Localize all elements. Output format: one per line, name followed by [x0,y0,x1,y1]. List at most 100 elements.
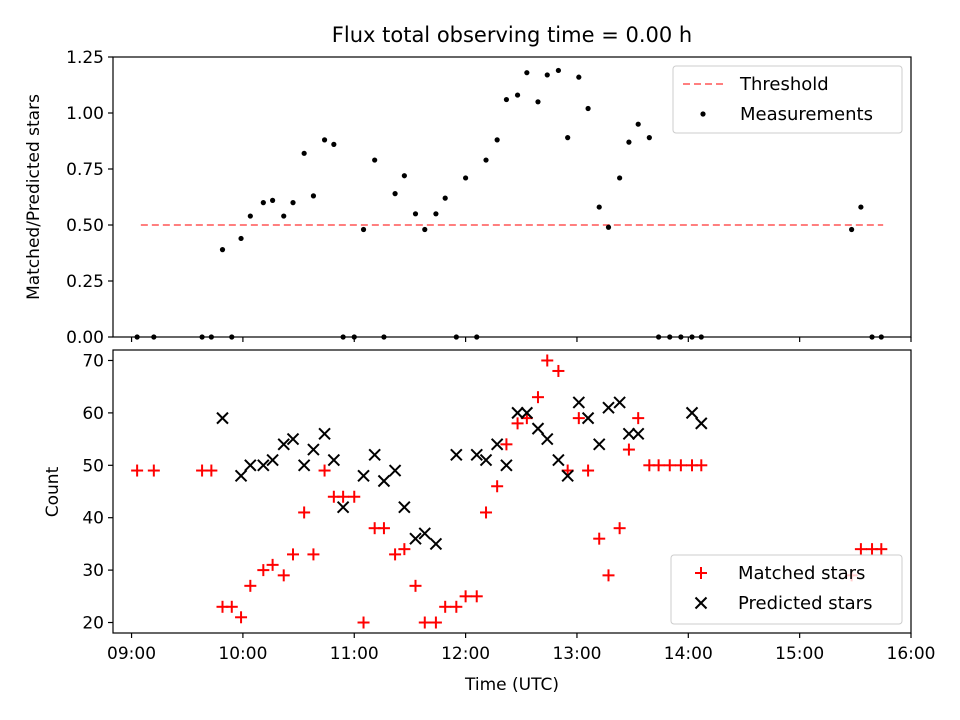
measurement-point [635,121,641,127]
bottom-legend-box [670,554,903,625]
legend-matched-swatch [695,567,707,579]
predicted-star-point [631,427,645,441]
top-legend: Threshold Measurements [672,65,903,134]
matched-star-point [266,558,279,571]
matched-star-point [357,616,370,629]
predicted-star-point [368,448,381,462]
matched-star-point [398,543,411,556]
bottom-plot-frame [112,349,912,634]
predicted-star-point [398,501,411,514]
x-tick-label: 15:00 [775,644,824,664]
predicted-star-point [234,469,248,482]
predicted-star-point [622,427,636,441]
x-tick-label: 10:00 [218,644,267,664]
x-tick-label: 14:00 [664,644,713,664]
predicted-star-point [500,459,513,472]
matched-star-point [572,412,585,425]
measurement-point [392,191,398,197]
matched-star-point [622,443,635,456]
predicted-star-point [520,406,534,420]
matched-star-point [663,459,676,472]
measurement-point [238,235,244,242]
predicted-star-point [541,432,554,446]
measurement-point [858,204,864,210]
measurement-point [412,211,419,217]
measurement-point [331,141,337,147]
measurement-point [247,213,253,219]
legend-threshold-label: Threshold [739,74,829,95]
measurement-point [617,175,623,181]
measurement-point [290,200,296,206]
measurement-point [524,70,530,76]
x-axis-label: Time (UTC) [464,675,559,695]
matched-star-point [500,438,513,451]
bottom-legend: Matched stars Predicted stars [670,554,903,625]
matched-star-point [491,480,504,493]
measurement-point [626,139,632,145]
matched-star-point [298,506,311,519]
legend-measurements-label: Measurements [740,104,873,125]
x-tick-label: 16:00 [887,644,936,664]
matched-star-point [418,616,431,629]
predicted-star-point [552,453,565,467]
measurement-point [544,72,550,78]
measurement-point [433,211,439,217]
measurement-point [321,137,328,143]
bottom-y-tick-label: 40 [82,509,104,529]
measurement-point [310,193,317,199]
legend-predicted-label: Predicted stars [738,593,872,614]
bottom-y-tick-label: 30 [82,561,104,581]
predicted-star-point [266,453,279,467]
matched-star-point [235,611,248,624]
matched-star-point [854,543,867,556]
matched-star-point [348,490,361,503]
predicted-star-point [286,432,300,446]
measurement-point [555,67,561,74]
matched-star-point [531,391,544,404]
bottom-y-axis-label: Count [43,466,63,517]
measurement-point [360,226,367,233]
top-y-tick-label: 0.75 [66,160,104,180]
x-tick-label: 12:00 [441,644,490,664]
predicted-star-point [613,396,626,409]
predicted-star-point [450,448,463,462]
predicted-star-point [593,438,606,451]
matched-star-point [480,506,493,519]
matched-star-point [439,600,452,613]
matched-star-point [318,464,331,477]
predicted-star-point [581,411,595,425]
predicted-star-point [479,453,493,467]
measurement-point [463,175,469,181]
measurement-point [483,157,489,163]
measurement-point [270,197,276,203]
predicted-star-point [531,422,545,435]
bottom-y-tick-label: 20 [82,614,104,634]
measurement-point [503,96,510,103]
matched-star-point [389,548,402,561]
matched-star-point [470,590,483,603]
legend-matched-marker [695,567,707,579]
measurement-point [301,150,307,156]
matched-star-point [429,616,442,629]
matched-star-point [541,354,554,367]
measurement-point [514,92,521,98]
top-legend-box [672,65,903,134]
top-plot-frame [112,56,912,338]
matched-star-point [377,522,390,535]
measurement-point [442,195,448,201]
predicted-star-point [297,459,311,472]
matched-star-point [147,464,160,477]
matched-star-point [277,569,290,582]
top-y-tick-label: 0.25 [66,272,104,292]
matched-star-point [582,464,595,477]
legend-matched-label: Matched stars [738,563,865,584]
x-tick-label: 13:00 [552,644,601,664]
predicted-star-point [307,443,320,456]
predicted-star-point [336,501,350,514]
measurement-point [260,200,266,206]
matched-star-point [674,459,687,472]
matched-star-point [225,600,238,613]
matched-star-point [257,564,270,577]
matched-star-point [287,548,300,561]
